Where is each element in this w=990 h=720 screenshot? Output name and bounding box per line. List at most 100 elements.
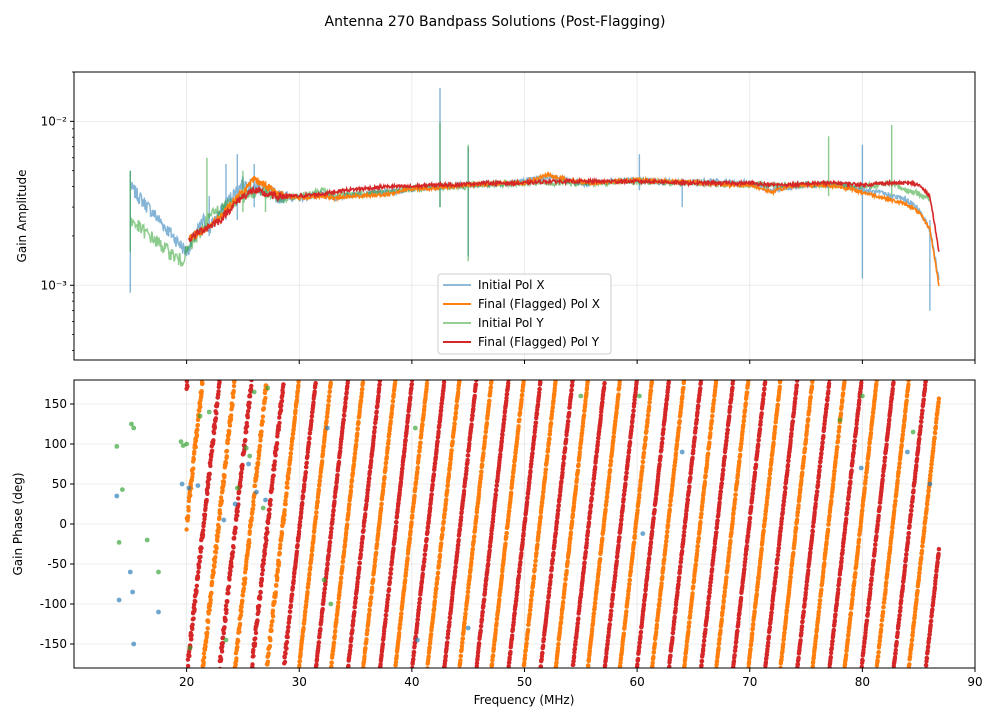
phase-point xyxy=(516,424,521,429)
phase-point xyxy=(283,501,288,507)
phase-point xyxy=(268,638,273,643)
phase-point xyxy=(357,565,362,570)
phase-point xyxy=(255,466,260,471)
phase-point xyxy=(678,410,683,415)
phase-point xyxy=(478,628,483,633)
phase-point xyxy=(357,408,362,413)
phase-point xyxy=(439,541,444,546)
phase-point xyxy=(285,634,290,640)
phase-point xyxy=(545,446,551,452)
phase-point xyxy=(409,382,415,387)
phase-point xyxy=(371,570,377,575)
phase-point xyxy=(277,415,282,420)
phase-point xyxy=(721,598,726,603)
phase-point xyxy=(250,662,255,667)
phase-point xyxy=(213,550,219,555)
phase-point xyxy=(480,609,485,614)
phase-point xyxy=(243,437,248,443)
phase-point xyxy=(441,519,446,524)
phase-point xyxy=(561,599,566,605)
phase-point xyxy=(521,380,526,384)
phase-point xyxy=(904,398,909,403)
phase-point xyxy=(586,663,591,668)
phase-point xyxy=(591,618,596,623)
phase-point xyxy=(265,520,271,526)
phase-point xyxy=(235,644,240,650)
phase-point xyxy=(683,654,688,660)
phase-point xyxy=(717,636,722,641)
phase-point xyxy=(294,549,300,554)
phase-point xyxy=(263,395,268,401)
phase-point xyxy=(262,551,268,556)
phase-point xyxy=(208,597,213,603)
phase-point xyxy=(620,503,626,509)
phase-point xyxy=(597,564,602,570)
phase-point xyxy=(668,502,673,508)
phase-point xyxy=(269,623,274,628)
phase-point xyxy=(289,446,294,452)
phase-point xyxy=(494,483,499,488)
phase-point xyxy=(324,566,330,571)
phase-point xyxy=(324,414,330,419)
phase-point xyxy=(629,424,635,429)
phase-point xyxy=(369,458,374,463)
phase-point xyxy=(294,397,300,403)
phase-point xyxy=(237,621,243,627)
phase-point xyxy=(907,662,912,667)
phase-point xyxy=(465,453,471,458)
phase-point xyxy=(367,608,372,613)
legend-label-final-pol-x: Final (Flagged) Pol X xyxy=(478,297,600,311)
phase-point xyxy=(719,617,724,622)
phase-point xyxy=(306,581,311,586)
phase-point xyxy=(933,424,939,429)
phase-point xyxy=(295,543,300,548)
phase-point xyxy=(284,639,290,645)
phase-point xyxy=(318,473,323,479)
phase-point xyxy=(383,465,388,470)
phase-point xyxy=(231,383,237,389)
phase-point xyxy=(316,640,322,645)
phase-point xyxy=(518,559,523,565)
phase-point xyxy=(185,384,190,389)
phase-point xyxy=(519,397,524,402)
phase-point xyxy=(700,503,705,508)
phase-point xyxy=(283,498,288,503)
phase-point xyxy=(555,645,561,651)
phase-point xyxy=(243,567,248,572)
phase-point xyxy=(429,492,434,497)
phase-point xyxy=(703,473,708,479)
phase-point xyxy=(720,609,725,615)
phase-point xyxy=(578,445,583,450)
phase-point xyxy=(748,647,753,652)
phase-point xyxy=(490,658,495,663)
phase-point xyxy=(357,561,362,566)
phase-point xyxy=(497,597,502,602)
phase-point xyxy=(568,530,574,535)
phase-point xyxy=(208,463,213,469)
phase-point xyxy=(883,587,888,592)
phase-point xyxy=(624,474,629,480)
phase-point xyxy=(456,537,461,543)
phase-point xyxy=(346,663,351,668)
phase-point xyxy=(478,473,484,478)
phase-point xyxy=(265,529,270,535)
phase-point xyxy=(243,576,248,581)
phase-point xyxy=(231,394,236,400)
phase-point xyxy=(317,478,323,484)
phase-point xyxy=(687,613,693,618)
phase-point xyxy=(251,499,256,504)
phase-point xyxy=(835,444,840,450)
phase-point xyxy=(421,411,426,417)
phase-point xyxy=(224,607,229,613)
phase-point xyxy=(482,597,487,602)
phase-point xyxy=(248,522,253,527)
phase-point xyxy=(360,534,365,539)
phase-point xyxy=(192,449,197,454)
phase-point xyxy=(445,488,450,493)
phase-point xyxy=(840,398,845,403)
phase-point xyxy=(339,575,344,580)
phase-point xyxy=(909,642,914,647)
phase-point xyxy=(336,600,341,605)
phase-point xyxy=(467,441,472,446)
phase-point xyxy=(768,466,773,471)
